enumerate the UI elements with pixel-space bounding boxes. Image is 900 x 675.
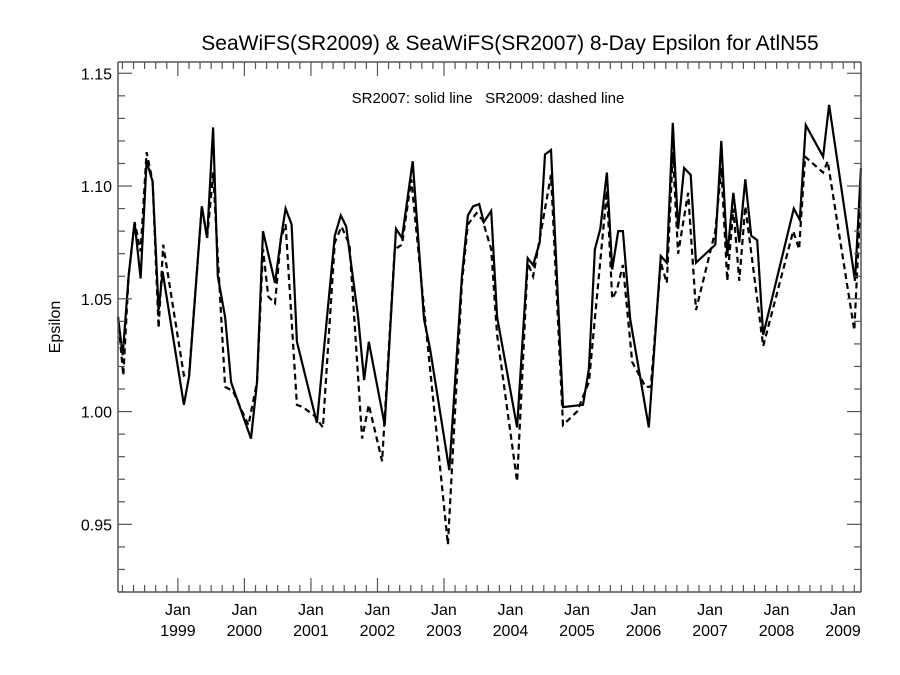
y-tick-label: 1.05 [81,292,112,309]
x-tick-label-year: 2009 [825,623,861,640]
series-line-sr2009 [116,151,862,545]
x-tick-label-month: Jan [631,602,657,619]
x-tick-label-year: 2007 [692,623,728,640]
x-tick-label-month: Jan [165,602,191,619]
x-tick-label-month: Jan [298,602,324,619]
chart-title: SeaWiFS(SR2009) & SeaWiFS(SR2007) 8-Day … [201,32,818,55]
x-tick-label-month: Jan [365,602,391,619]
x-tick-label-month: Jan [498,602,524,619]
y-axis-label: Epsilon [47,301,64,353]
series-layer [116,104,863,545]
series-line-sr2007 [116,104,863,471]
y-tick-label: 0.95 [81,517,112,534]
x-tick-label-month: Jan [830,602,856,619]
x-tick-label-year: 2005 [559,623,595,640]
x-tick-label-year: 2002 [360,623,396,640]
x-tick-label-month: Jan [231,602,257,619]
x-tick-label-year: 2004 [493,623,529,640]
legend-annotation: SR2007: solid line SR2009: dashed line [352,90,625,107]
x-tick-label-month: Jan [697,602,723,619]
x-tick-label-month: Jan [431,602,457,619]
x-tick-label-year: 2006 [626,623,662,640]
y-tick-label: 1.00 [81,405,112,422]
x-tick-label-year: 2000 [227,623,263,640]
x-tick-label-year: 2001 [293,623,329,640]
x-tick-label-month: Jan [564,602,590,619]
x-tick-label-month: Jan [764,602,790,619]
x-tick-label-year: 2003 [426,623,462,640]
x-tick-label-year: 2008 [759,623,795,640]
axes: 0.95 1.00 1.05 1.10 1.15 Jan 1999 Jan 2000 Jan 200… [81,61,862,640]
x-tick-label-year: 1999 [160,623,196,640]
y-tick-label: 1.10 [81,179,112,196]
y-tick-label: 1.15 [81,66,112,83]
